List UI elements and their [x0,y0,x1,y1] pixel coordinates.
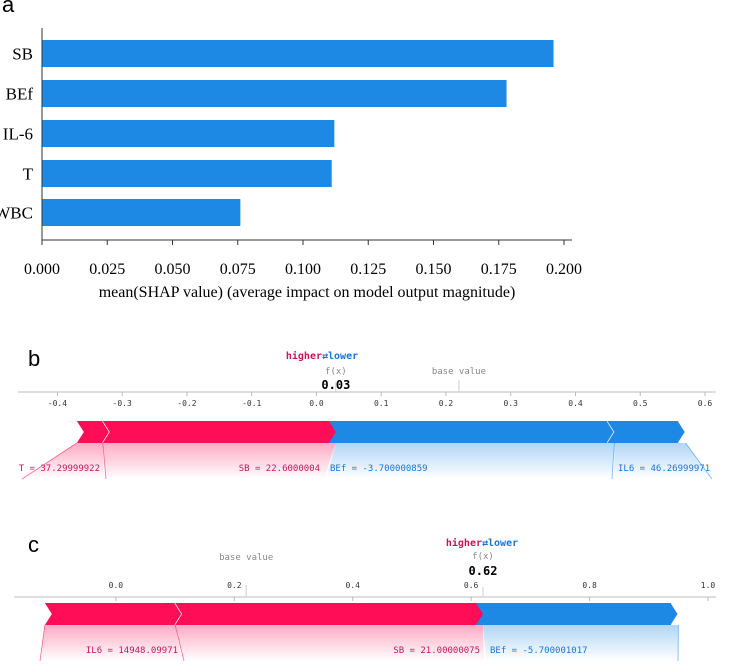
fx-label: f(x) [325,367,347,377]
force-label-shade [102,443,336,479]
force-label-shade [483,625,679,661]
force-tick-label: 0.6 [464,581,479,590]
force-legend: higher⇄lower [286,350,358,362]
bar-il-6 [42,120,335,147]
force-tick-label: -0.1 [242,399,261,408]
force-tick-label: -0.3 [113,399,132,408]
force-label-shade [326,443,615,479]
force-label-connector [174,624,185,662]
legend-lower: lower [328,351,358,362]
force-segment-higher [175,603,490,625]
fx-label: f(x) [472,552,494,562]
force-tick-label: 0.4 [568,399,583,408]
feature-label: IL6 = 46.26999971 [618,464,710,474]
x-tick-label: 0.000 [24,261,60,278]
panel-a-bar-chart: SB BEf IL-6 T WBC 0.000 0.025 0.050 0.075 0.100 0.… [0,28,582,301]
force-tick-label: 0.0 [309,399,324,408]
category-label-il-6: IL-6 [3,125,33,144]
force-segment-separator [670,602,680,626]
force-tick-label: 0.4 [346,581,361,590]
category-label-sb: SB [12,45,33,64]
force-label-shade [22,443,104,479]
feature-label: IL6 = 14948.09971 [86,646,178,656]
panel-label-a: a [2,0,15,17]
force-tick-label: -0.4 [48,399,67,408]
category-label-bef: BEf [6,85,34,104]
legend-arrow-icon: ⇄ [482,538,488,549]
force-legend: higher⇄lower [446,537,518,549]
feature-label: T = 37.29999922 [19,464,100,474]
x-tick-label: 0.200 [546,261,582,278]
force-tick-label: 0.2 [439,399,454,408]
force-segment-higher [102,421,343,443]
feature-label: BEf = -5.700001017 [490,646,588,656]
force-label-connector [685,442,713,480]
x-axis-label: mean(SHAP value) (average impact on mode… [99,284,516,301]
bar-bef [42,80,507,107]
feature-label: SB = 22.6000004 [239,464,320,474]
force-tick-label: 0.1 [374,399,389,408]
force-tick-label: 0.8 [582,581,597,590]
x-tick-label: 0.150 [416,261,452,278]
force-label-connector [39,624,46,662]
x-tick-label: 0.025 [89,261,125,278]
force-label-connector [611,442,615,480]
force-segment-lower [476,603,679,625]
x-tick-label: 0.050 [155,261,191,278]
panel-c-force-plot: higher⇄lower f(x) 0.62 base value 0.0 0.2 0.4 0… [14,537,716,662]
legend-arrow-icon: ⇄ [322,351,328,362]
force-tick-label: 0.6 [698,399,713,408]
bar-wbc [42,199,241,226]
force-tick-label: 1.0 [701,581,716,590]
force-label-shade [614,443,712,479]
force-segment-lower [607,421,686,443]
x-tick-label: 0.125 [350,261,386,278]
force-label-shade [175,625,484,661]
force-tick-label: 0.3 [504,399,519,408]
force-tick-label: 0.0 [109,581,124,590]
force-segment-lower [328,421,615,443]
legend-lower: lower [488,538,518,549]
force-segment-higher [44,603,183,625]
base-value-label: base value [219,553,273,563]
feature-label: SB = 21.00000075 [393,646,480,656]
force-tick-label: -0.2 [177,399,196,408]
category-label-t: T [23,165,34,184]
fx-value: 0.62 [469,564,498,578]
panel-label-b: b [28,346,40,371]
feature-label: BEf = -3.700000859 [330,464,428,474]
force-tick-label: 0.2 [227,581,242,590]
force-segment-higher [76,421,110,443]
force-label-connector [102,442,107,480]
x-tick-label: 0.075 [220,261,256,278]
force-tick-label: 0.5 [633,399,648,408]
category-label-wbc: WBC [0,204,33,223]
x-tick-label: 0.100 [285,261,321,278]
bar-sb [42,40,554,67]
legend-higher: higher [446,537,482,549]
base-value-label: base value [432,367,486,377]
force-label-shade [40,625,182,661]
panel-label-c: c [28,532,39,557]
legend-higher: higher [286,350,322,362]
force-segment-separator [677,420,687,444]
bar-t [42,160,332,187]
x-tick-label: 0.175 [481,261,517,278]
force-label-connector [21,442,78,480]
